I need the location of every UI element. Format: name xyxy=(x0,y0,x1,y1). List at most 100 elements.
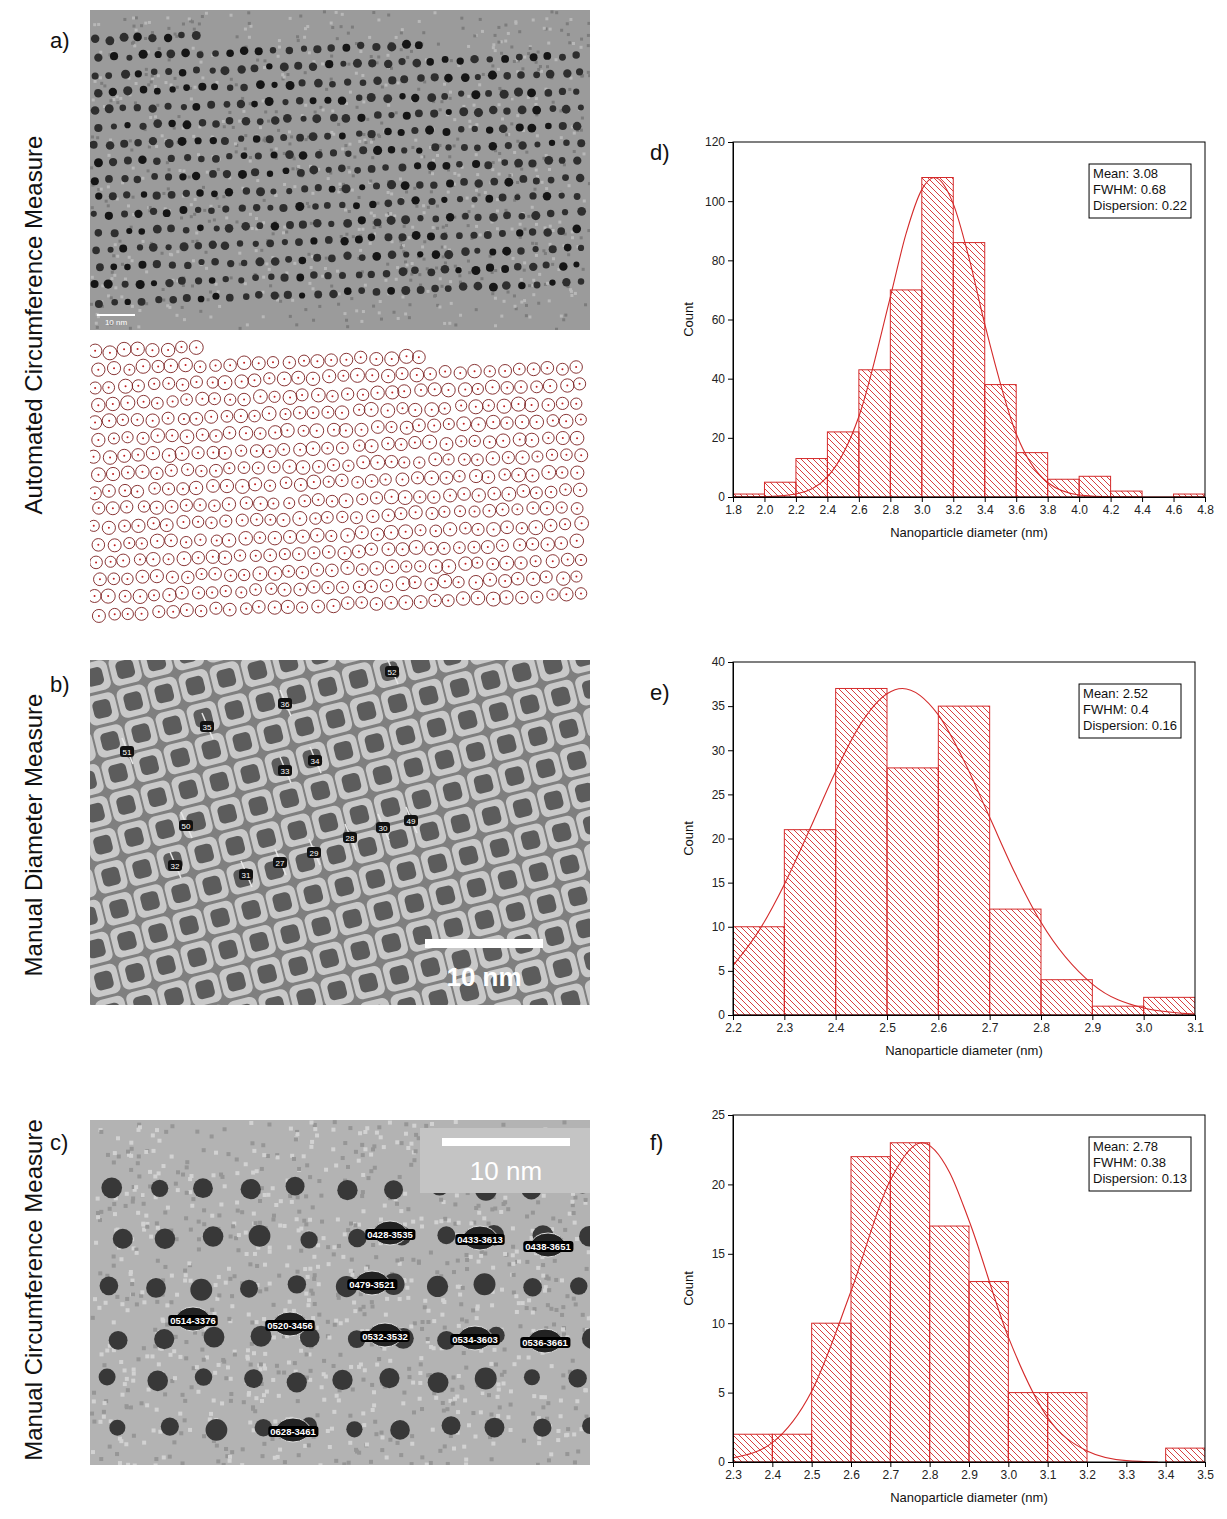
noise xyxy=(514,20,517,23)
particle xyxy=(183,227,190,234)
noise xyxy=(473,34,476,37)
particle xyxy=(532,106,541,115)
noise xyxy=(439,277,442,280)
noise xyxy=(529,47,532,50)
noise xyxy=(430,190,433,193)
noise xyxy=(141,177,144,180)
particle-outline xyxy=(517,485,530,498)
particle-outline xyxy=(218,376,232,390)
noise xyxy=(408,303,411,306)
particle-outline xyxy=(366,369,379,382)
particle-center xyxy=(123,348,125,350)
noise xyxy=(199,310,202,313)
noise xyxy=(336,270,339,273)
noise xyxy=(366,118,369,121)
particle xyxy=(416,147,422,153)
particle xyxy=(425,126,434,135)
noise xyxy=(359,249,362,252)
particle-center xyxy=(299,518,301,520)
particle-center xyxy=(167,349,169,351)
noise xyxy=(167,27,170,30)
particle-outline xyxy=(357,389,369,401)
particle xyxy=(411,127,418,134)
particle xyxy=(256,187,265,196)
particle-center xyxy=(387,410,389,412)
particle-outline xyxy=(117,342,131,356)
particle-outline xyxy=(443,454,454,465)
noise xyxy=(405,190,408,193)
noise xyxy=(137,325,140,328)
noise xyxy=(358,228,361,231)
particle-center xyxy=(326,516,328,518)
noise xyxy=(480,277,483,280)
particle xyxy=(240,84,248,92)
particle xyxy=(109,88,117,96)
particle-center xyxy=(126,506,128,508)
particle-center xyxy=(109,457,111,459)
noise xyxy=(262,315,265,318)
particle xyxy=(179,173,186,180)
particle xyxy=(373,182,380,189)
particle xyxy=(183,120,192,129)
particle-outline xyxy=(90,416,102,430)
particle-outline xyxy=(181,394,193,406)
noise xyxy=(588,74,590,77)
noise xyxy=(525,151,528,154)
particle-center xyxy=(405,355,407,357)
noise xyxy=(583,199,586,202)
particle-center xyxy=(516,508,518,510)
particle-outline xyxy=(196,465,208,477)
noise xyxy=(535,61,538,64)
noise xyxy=(395,111,398,114)
noise xyxy=(444,261,447,264)
noise xyxy=(170,253,173,256)
particle-center xyxy=(112,403,114,405)
noise xyxy=(478,83,481,86)
particle xyxy=(550,105,557,112)
particle xyxy=(183,190,190,197)
noise xyxy=(305,138,308,141)
outline-bg xyxy=(90,330,590,640)
noise xyxy=(528,284,531,287)
noise xyxy=(182,169,185,172)
particle xyxy=(415,109,423,117)
noise xyxy=(391,240,394,243)
particle xyxy=(237,65,245,73)
particle-outline xyxy=(176,341,188,353)
particle-outline xyxy=(400,421,413,434)
noise xyxy=(427,290,430,293)
noise xyxy=(422,204,425,207)
noise xyxy=(516,140,519,143)
particle-outline xyxy=(222,498,235,511)
noise xyxy=(421,245,424,248)
particle-center xyxy=(347,534,349,536)
particle-outline xyxy=(513,433,526,446)
particle-outline xyxy=(543,432,555,444)
particle xyxy=(359,146,367,154)
particle xyxy=(344,78,351,85)
particle-outline xyxy=(151,397,163,409)
noise xyxy=(467,95,470,98)
particle xyxy=(91,211,97,217)
noise xyxy=(282,231,285,234)
particle-center xyxy=(531,439,533,441)
noise xyxy=(338,292,341,295)
particle xyxy=(384,60,392,68)
particle-outline xyxy=(167,396,178,407)
particle-center xyxy=(123,455,125,457)
particle-center xyxy=(536,456,538,458)
noise xyxy=(563,163,566,166)
particle-outline xyxy=(556,397,568,409)
particle-center xyxy=(152,420,154,422)
noise xyxy=(513,294,516,297)
noise xyxy=(484,191,487,194)
particle-center xyxy=(225,520,227,522)
particle-outline xyxy=(269,426,282,439)
particle xyxy=(442,162,450,170)
particle-outline xyxy=(531,381,543,393)
particle-center xyxy=(142,437,144,439)
particle xyxy=(387,216,396,225)
noise xyxy=(504,24,507,27)
particle xyxy=(368,59,376,67)
noise xyxy=(337,123,340,126)
